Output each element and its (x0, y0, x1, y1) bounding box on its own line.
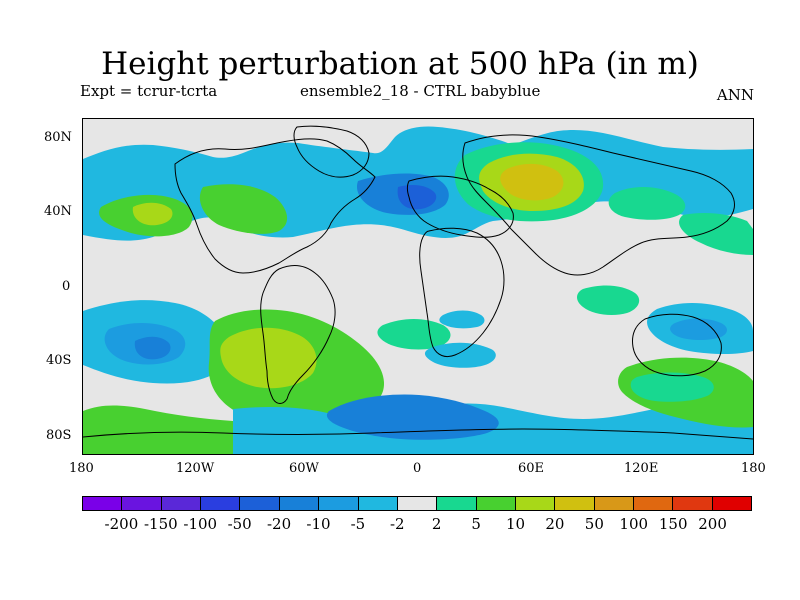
contour-fill-yellow-green (220, 327, 317, 389)
y-tick-40n: 40N (44, 204, 72, 219)
legend-color-box (397, 497, 438, 510)
legend-color-box (240, 497, 280, 510)
legend-label: -100 (183, 515, 218, 533)
legend-color-box (358, 497, 398, 510)
y-tick-40s: 40S (46, 353, 72, 368)
legend-color-box (437, 497, 477, 510)
africa-outline (419, 227, 505, 358)
plot-title: Height perturbation at 500 hPa (in m) (101, 46, 699, 82)
legend-color-box (122, 497, 162, 510)
legend-label: 50 (584, 515, 604, 533)
legend-color-box (515, 497, 556, 510)
x-tick-180w: 180 (69, 461, 94, 476)
australia-outline (632, 313, 722, 377)
map-svg (83, 119, 753, 454)
legend-label: 5 (471, 515, 481, 533)
legend-label: 20 (545, 515, 565, 533)
legend-label: -200 (104, 515, 139, 533)
map-frame (82, 118, 754, 455)
experiment-label: Expt = tcrur-tcrta (80, 82, 218, 100)
legend-color-box (476, 497, 516, 510)
contour-fill-yellow-green (132, 202, 173, 226)
legend-label: -150 (143, 515, 178, 533)
legend-labels: -200 -150 -100 -50 -20 -10 -5 -2 2 5 10 20 50 100 150 2… (82, 515, 752, 535)
antarctica-outline (83, 428, 753, 440)
legend-color-box (319, 497, 359, 510)
coastline-map (83, 125, 753, 440)
x-tick-60w: 60W (289, 461, 319, 476)
legend-label: 200 (698, 515, 727, 533)
legend-label: 10 (505, 515, 526, 533)
color-legend (82, 496, 752, 511)
contour-fill-light-green (577, 285, 640, 315)
legend-color-box (555, 497, 595, 510)
x-tick-120e: 120E (624, 461, 659, 476)
contour-fill-dark-blue (326, 394, 499, 440)
legend-color-box (712, 497, 752, 510)
asia-outline (462, 134, 735, 276)
contour-fill-light-green (630, 372, 714, 402)
contour-fill-light-green (608, 187, 686, 220)
legend-color-box (83, 497, 123, 510)
legend-color-box (279, 497, 320, 510)
contour-fill-green (199, 184, 288, 234)
south-america-outline (260, 265, 336, 404)
contour-fill-medium-blue (670, 318, 727, 340)
legend-label: 100 (619, 515, 649, 533)
legend-label: -10 (306, 515, 331, 533)
legend-label: 150 (658, 515, 688, 533)
contour-fill-dark-blue (134, 336, 171, 360)
legend-color-box (594, 497, 635, 510)
x-tick-60e: 60E (518, 461, 545, 476)
contour-fill-yellow (500, 163, 564, 201)
season-label: ANN (716, 86, 754, 104)
contour-fill-blue (439, 310, 485, 329)
contour-fields (83, 126, 753, 454)
x-tick-180e: 180 (741, 461, 766, 476)
greenland-outline (293, 125, 370, 178)
legend-label: -2 (389, 515, 405, 533)
x-tick-0: 0 (413, 461, 422, 476)
ensemble-label: ensemble2_18 - CTRL babyblue (300, 82, 541, 100)
europe-outline (407, 175, 514, 238)
contour-fill-green (83, 405, 233, 454)
legend-label: -50 (227, 515, 252, 533)
y-tick-0: 0 (62, 279, 71, 294)
y-tick-80n: 80N (44, 130, 72, 145)
north-america-outline (174, 138, 376, 274)
contour-fill-light-green (377, 319, 451, 350)
contour-fill-blue (424, 342, 496, 368)
y-tick-80s: 80S (46, 428, 72, 443)
legend-label: 2 (431, 515, 442, 533)
legend-color-box (673, 497, 713, 510)
contour-fill-light-green (679, 213, 753, 255)
legend-color-box (634, 497, 674, 510)
legend-label: -5 (350, 515, 366, 533)
x-tick-120w: 120W (176, 461, 215, 476)
legend-color-box (161, 497, 202, 510)
legend-color-box (201, 497, 241, 510)
legend-label: -20 (266, 515, 292, 533)
